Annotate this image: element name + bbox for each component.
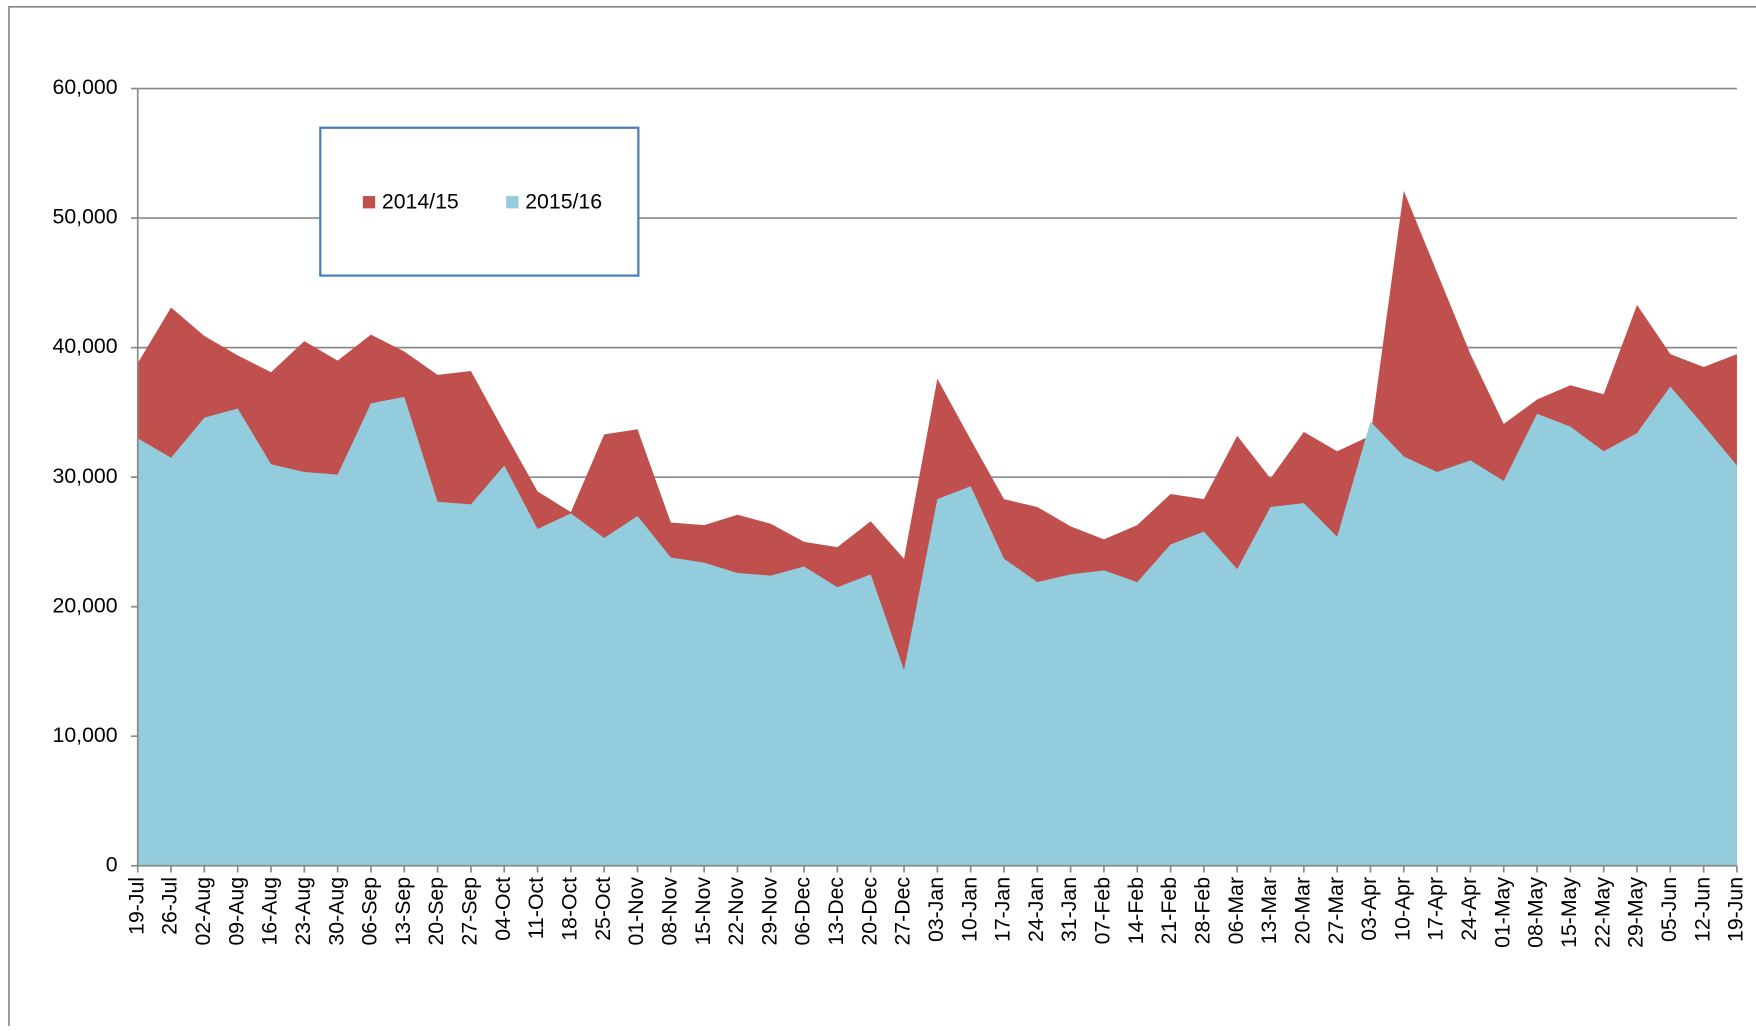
y-tick-label: 40,000	[53, 334, 118, 358]
x-tick-label: 08-May	[1524, 877, 1548, 948]
x-tick-label: 06-Dec	[791, 877, 815, 946]
x-tick-label: 11-Oct	[524, 877, 548, 939]
x-tick-label: 07-Feb	[1091, 877, 1115, 944]
x-tick-label: 30-Aug	[324, 877, 348, 946]
x-tick-label: 15-Nov	[691, 877, 715, 946]
x-tick-label: 05-Jun	[1657, 877, 1681, 942]
area	[137, 386, 1737, 866]
x-tick-label: 24-Apr	[1457, 877, 1481, 941]
x-tick-label: 29-May	[1624, 877, 1648, 948]
x-tick-label: 20-Dec	[857, 877, 881, 946]
x-tick-label: 24-Jan	[1024, 877, 1048, 942]
x-tick-label: 14-Feb	[1124, 877, 1148, 944]
x-tick-label: 17-Jan	[991, 877, 1015, 942]
x-tick-label: 06-Sep	[358, 877, 382, 946]
x-tick-label: 29-Nov	[757, 877, 781, 946]
x-tick-label: 23-Aug	[291, 877, 315, 946]
x-tick-label: 03-Jan	[924, 877, 948, 942]
x-tick-label: 31-Jan	[1057, 877, 1081, 942]
x-tick-label: 26-Jul	[158, 877, 182, 935]
x-tick-label: 27-Dec	[891, 877, 915, 946]
x-tick-label: 20-Mar	[1290, 877, 1314, 944]
x-tick-label: 15-May	[1557, 877, 1581, 948]
y-tick-label: 60,000	[53, 75, 118, 99]
x-tick-label: 22-May	[1590, 877, 1614, 948]
legend-label: 2014/15	[382, 189, 459, 213]
x-tick-label: 21-Feb	[1157, 877, 1181, 944]
x-tick-label: 10-Apr	[1390, 877, 1414, 941]
legend-label: 2015/16	[525, 189, 602, 213]
legend-swatch	[362, 196, 376, 209]
x-tick-label: 25-Oct	[591, 877, 615, 941]
x-tick-label: 13-Sep	[391, 877, 415, 946]
y-tick-label: 50,000	[53, 205, 118, 229]
x-tick-label: 04-Oct	[491, 877, 515, 941]
x-tick-label: 19-Jul	[124, 877, 148, 935]
x-tick-label: 06-Mar	[1224, 877, 1248, 944]
x-tick-label: 17-Apr	[1424, 877, 1448, 941]
x-tick-label: 02-Aug	[191, 877, 215, 946]
x-tick-label: 01-May	[1490, 877, 1514, 948]
x-tick-label: 08-Nov	[657, 877, 681, 946]
y-tick-label: 0	[106, 852, 118, 876]
x-tick-label: 01-Nov	[624, 877, 648, 946]
x-tick-label: 18-Oct	[557, 877, 581, 941]
x-tick-label: 09-Aug	[224, 877, 248, 946]
x-tick-label: 20-Sep	[424, 877, 448, 946]
x-tick-label: 03-Apr	[1357, 877, 1381, 941]
x-tick-label: 16-Aug	[258, 877, 282, 946]
legend-swatch	[506, 196, 519, 209]
y-tick-label: 20,000	[53, 593, 118, 617]
x-tick-label: 27-Sep	[458, 877, 482, 946]
x-tick-label: 10-Jan	[957, 877, 981, 942]
x-tick-label: 22-Nov	[724, 877, 748, 946]
x-tick-label: 13-Dec	[824, 877, 848, 946]
x-tick-label: 27-Mar	[1324, 877, 1348, 944]
x-tick-label: 28-Feb	[1191, 877, 1215, 944]
x-tick-label: 12-Jun	[1690, 877, 1714, 942]
x-tick-label: 19-Jun	[1724, 877, 1748, 942]
x-tick-label: 13-Mar	[1257, 877, 1281, 944]
y-tick-label: 10,000	[53, 723, 118, 747]
plot-area	[137, 87, 1737, 866]
y-tick-label: 30,000	[53, 464, 118, 488]
